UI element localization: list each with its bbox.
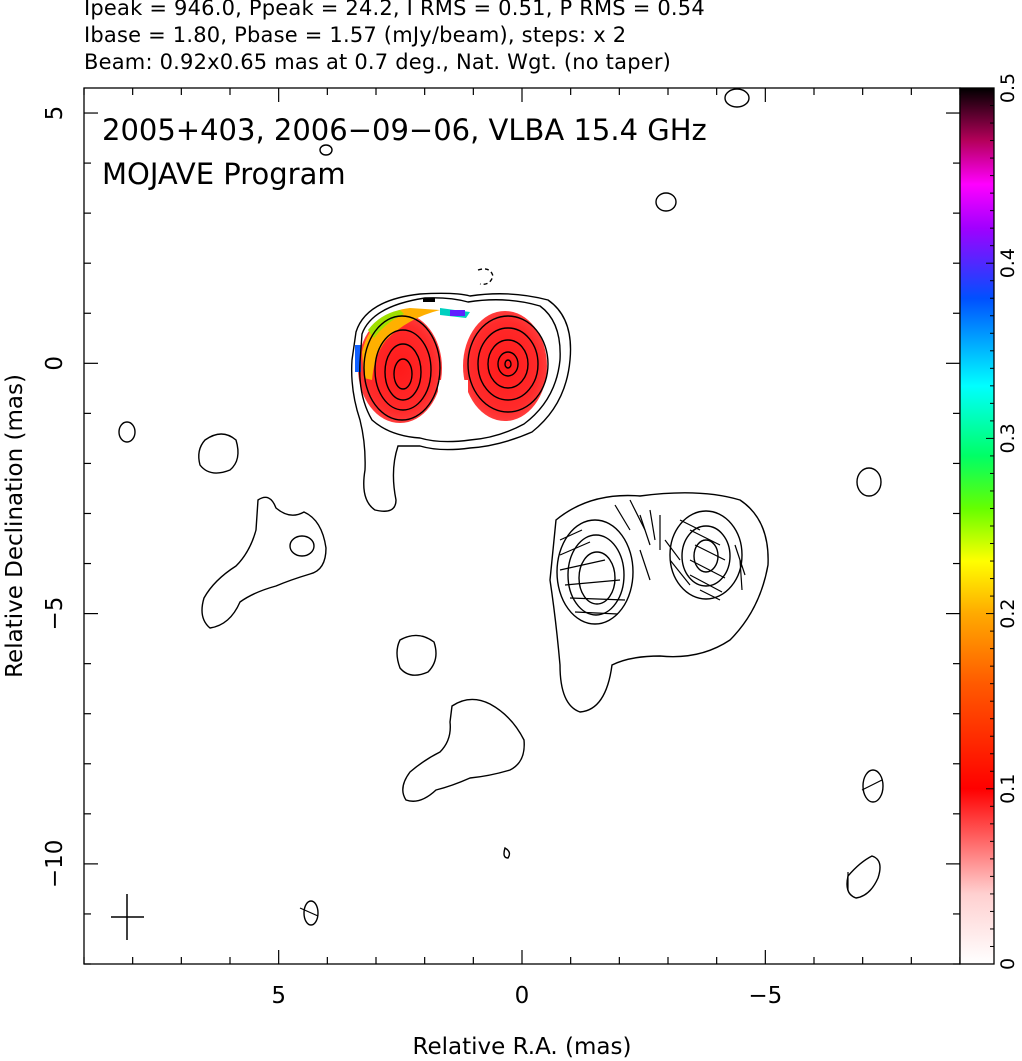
contour-island-15 — [503, 846, 511, 859]
colorbar-tick-label: 0.2 — [997, 598, 1019, 628]
contour-island-9 — [846, 855, 881, 899]
contour-west-b — [477, 327, 539, 401]
contour-west-a — [467, 315, 549, 413]
contour-island-6 — [118, 421, 136, 443]
evpa-tick — [689, 529, 721, 546]
colorbar-tick-label: 0.5 — [997, 73, 1019, 103]
colorbar-tick-label: 0.1 — [997, 774, 1019, 804]
pol-rim-black — [423, 298, 435, 302]
evpa-tick — [639, 549, 651, 581]
contour-island-7 — [856, 467, 882, 497]
contour-south-b — [567, 534, 625, 616]
colorbar-tick-label: 0.4 — [997, 248, 1019, 278]
evpa-tick — [694, 544, 726, 561]
contour-south-f — [693, 539, 719, 573]
x-axis-label: Relative R.A. (mas) — [413, 1034, 632, 1060]
evpa-tick — [699, 589, 721, 601]
evpa-tick — [569, 597, 626, 601]
contour-island-13 — [319, 144, 333, 156]
evpa-tick — [669, 559, 691, 586]
beam-marker — [111, 894, 144, 940]
contour-south-d — [669, 510, 743, 600]
contour-core-b — [374, 329, 432, 411]
evpa-tick — [689, 574, 723, 593]
evpa-tick — [639, 514, 651, 546]
evpa-ticks — [299, 499, 883, 917]
contour-west-c — [487, 339, 529, 389]
contour-island-8 — [862, 769, 884, 803]
colorbar — [959, 87, 995, 965]
y-tick-label: −10 — [42, 840, 68, 889]
x-tick-label: 0 — [515, 983, 530, 1009]
evpa-tick — [564, 579, 621, 586]
contour-south-outer — [549, 492, 769, 713]
y-tick-label: 5 — [42, 106, 68, 121]
evpa-tick — [664, 539, 681, 561]
header-line-2: Ibase = 1.80, Pbase = 1.57 (mJy/beam), s… — [84, 23, 627, 47]
contour-south-a — [556, 519, 634, 625]
contour-island-11 — [655, 192, 677, 212]
contour-island-12 — [724, 88, 750, 108]
contour-core-d — [393, 358, 413, 390]
contour-island-1 — [198, 433, 239, 474]
evpa-tick — [559, 559, 606, 571]
evpa-tick — [689, 559, 726, 579]
x-tick-label: −5 — [748, 983, 782, 1009]
colorbar-tick-label: 0 — [997, 958, 1019, 970]
contour-west-d — [497, 351, 519, 377]
contours — [118, 88, 884, 926]
evpa-tick — [559, 529, 583, 541]
contour-core-c — [384, 343, 422, 401]
evpa-tick — [739, 559, 743, 591]
plot-frame — [83, 87, 961, 965]
pol-gap — [438, 380, 468, 410]
y-axis-label: Relative Declination (mas) — [2, 374, 28, 678]
header-line-1: Ipeak = 946.0, Ppeak = 24.2, I RMS = 0.5… — [84, 0, 705, 20]
colorbar-tick-label: 0.3 — [997, 423, 1019, 453]
evpa-tick — [559, 541, 591, 556]
evpa-tick — [574, 611, 619, 615]
contour-core-a — [363, 315, 441, 421]
evpa-tick — [649, 509, 656, 541]
contour-island-4 — [396, 634, 437, 676]
map-subtitle: MOJAVE Program — [102, 157, 346, 191]
contour-island-10 — [303, 900, 319, 926]
header-line-3: Beam: 0.92x0.65 mas at 0.7 deg., Nat. Wg… — [84, 50, 672, 74]
x-tick-label: 5 — [271, 983, 286, 1009]
contour-island-14 — [477, 268, 494, 286]
map-title: 2005+403, 2006−09−06, VLBA 15.4 GHz — [102, 113, 707, 147]
y-tick-label: −5 — [42, 597, 68, 631]
colorbar-ticks: 0 0.1 0.2 0.3 0.4 0.5 — [986, 73, 1019, 970]
y-tick-label: 0 — [42, 356, 68, 371]
x-axis-ticks: 5 0 −5 — [83, 88, 961, 1009]
contour-2-core — [359, 297, 561, 443]
contour-island-5 — [402, 698, 525, 802]
contour-outer-core — [350, 292, 572, 512]
evpa-tick — [299, 907, 319, 917]
evpa-tick — [679, 519, 701, 531]
evpa-tick — [614, 504, 631, 531]
contour-south-c — [578, 551, 616, 605]
contour-island-2 — [201, 496, 327, 629]
y-axis-ticks: 5 0 −5 −10 — [42, 106, 960, 965]
pol-rim-purple — [450, 310, 465, 316]
evpa-tick — [861, 779, 883, 791]
contour-south-e — [681, 525, 731, 587]
contour-island-3 — [289, 535, 315, 557]
contour-west-e — [504, 359, 512, 369]
evpa-tick — [629, 499, 646, 531]
